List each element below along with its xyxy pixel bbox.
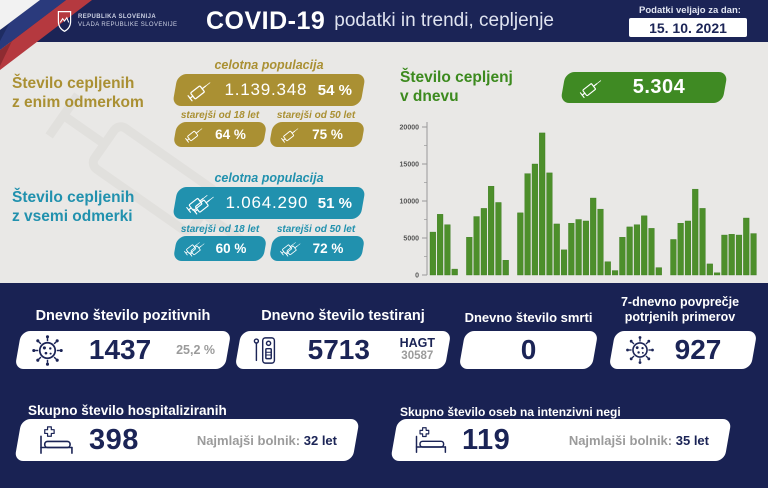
hospitalized-youngest: Najmlajši bolnik: 32 let <box>153 433 337 448</box>
syringe-icon <box>184 75 215 104</box>
all-doses-over18-percent: 60 % <box>215 241 247 256</box>
tests-value: 5713 <box>307 334 370 365</box>
daily-label-line2: v dnevu <box>400 88 459 105</box>
tests-title: Dnevno število testiranj <box>261 308 425 324</box>
all-doses-label-line1: Število cepljenih <box>12 189 135 206</box>
seven-day-average-title-line1: 7-dnevno povprečje <box>620 295 740 309</box>
seven-day-average-value: 927 <box>674 334 722 365</box>
icu-pill: 119 Najmlajši bolnik: 35 let <box>394 419 728 461</box>
first-dose-count: 1.139.348 <box>224 80 308 99</box>
daily-label-line1: Število cepljenj <box>400 69 513 86</box>
daily-vaccinations-value: 5.304 <box>632 76 686 98</box>
app-title: COVID-19 <box>205 6 326 35</box>
gov-line2: VLADA REPUBLIKE SLOVENIJE <box>78 22 178 28</box>
date-label: Podatki veljajo za dan: <box>639 5 741 16</box>
all-doses-count: 1.064.290 <box>225 193 309 212</box>
report-date: 15. 10. 2021 <box>629 18 747 37</box>
icu-value: 119 <box>462 423 511 456</box>
first-dose-over50-pill: 75 % <box>271 122 363 147</box>
first-dose-over18-pill: 64 % <box>175 122 265 147</box>
seven-day-average-pill: 927 <box>612 331 754 369</box>
youngest-label: Najmlajši bolnik: <box>568 432 673 448</box>
all-doses-over18-pill: 60 % <box>175 236 265 261</box>
first-dose-over50-label: starejši od 50 let <box>276 110 356 121</box>
first-dose-over50-percent: 75 % <box>312 127 343 142</box>
deaths-pill: 0 <box>462 331 595 369</box>
hospitalized-pill: 398 Najmlajši bolnik: 32 let <box>18 419 356 461</box>
double-syringe-icon <box>185 191 217 215</box>
app-subtitle: podatki in trendi, cepljenje <box>334 10 554 31</box>
all-doses-percent: 51 % <box>317 194 352 212</box>
syringe-icon <box>183 124 206 146</box>
first-dose-percent: 54 % <box>317 81 352 99</box>
coat-of-arms-icon <box>57 10 72 33</box>
positives-title: Dnevno število pozitivnih <box>35 308 211 324</box>
daily-vaccinations-pill: 5.304 <box>563 72 725 103</box>
seven-day-average-title-line2: potrjenih primerov <box>624 310 736 324</box>
all-doses-over50-label: starejši od 50 let <box>276 224 356 235</box>
first-dose-population-label: celotna populacija <box>214 58 324 72</box>
deaths-value: 0 <box>520 334 537 365</box>
double-syringe-icon <box>183 240 207 257</box>
first-dose-pill: 1.139.348 54 % <box>175 74 363 106</box>
youngest-value: 35 let <box>675 432 709 448</box>
all-doses-label-line2: z vsemi odmerki <box>12 208 133 225</box>
hospital-bed-icon <box>413 426 448 454</box>
youngest-label: Najmlajši bolnik: <box>196 432 301 448</box>
slovenia-flag-ribbon <box>0 0 92 70</box>
first-dose-over18-label: starejši od 18 let <box>180 110 260 121</box>
syringe-icon <box>579 77 604 99</box>
tests-pill: 5713 HAGT 30587 <box>238 331 448 369</box>
first-dose-label: Število cepljenih z enim odmerkom <box>12 74 182 112</box>
first-dose-label-line1: Število cepljenih <box>12 75 135 92</box>
all-doses-label: Število cepljenih z vsemi odmerki <box>12 188 182 226</box>
daily-vaccinations-label: Število cepljenj v dnevu <box>400 68 513 106</box>
icu-title: Skupno število oseb na intenzivni negi <box>400 405 621 419</box>
youngest-value: 32 let <box>303 432 337 448</box>
hagt-tests: HAGT 30587 <box>400 337 435 363</box>
gov-line1: REPUBLIKA SLOVENIJA <box>78 14 157 20</box>
hospital-bed-icon <box>37 425 75 455</box>
all-doses-over50-pill: 72 % <box>271 236 363 261</box>
deaths-title: Dnevno število smrti <box>464 310 593 325</box>
first-dose-over18-percent: 64 % <box>215 127 246 142</box>
hagt-label: HAGT <box>399 336 435 350</box>
all-doses-pill: 1.064.290 51 % <box>175 187 363 219</box>
hospitalized-value: 398 <box>89 423 139 456</box>
icu-youngest: Najmlajši bolnik: 35 let <box>524 433 709 448</box>
first-dose-label-line2: z enim odmerkom <box>12 94 144 111</box>
all-doses-over18-label: starejši od 18 let <box>180 224 260 235</box>
svg-text:0: 0 <box>415 273 419 280</box>
svg-text:10000: 10000 <box>400 199 420 206</box>
positives-share: 25,2 % <box>176 343 215 357</box>
svg-text:5000: 5000 <box>403 236 419 243</box>
hagt-value: 30587 <box>401 350 434 362</box>
virus-icon <box>31 334 64 367</box>
hospitalized-title: Skupno število hospitaliziranih <box>28 403 227 418</box>
double-syringe-icon <box>279 240 303 257</box>
all-doses-over50-percent: 72 % <box>312 241 344 256</box>
all-doses-population-label: celotna populacija <box>214 171 324 185</box>
positives-value: 1437 <box>88 334 152 365</box>
virus-icon <box>625 335 655 365</box>
government-label: REPUBLIKA SLOVENIJA VLADA REPUBLIKE SLOV… <box>78 13 177 29</box>
daily-vaccinations-chart: 0 5000 10000 15000 20000 <box>400 122 757 280</box>
test-kit-icon <box>251 335 278 366</box>
svg-text:15000: 15000 <box>400 162 420 169</box>
seven-day-average-title: 7-dnevno povprečje potrjenih primerov <box>600 295 760 325</box>
svg-text:20000: 20000 <box>400 125 420 132</box>
positives-pill: 1437 25,2 % <box>18 331 228 369</box>
syringe-icon <box>279 124 302 146</box>
